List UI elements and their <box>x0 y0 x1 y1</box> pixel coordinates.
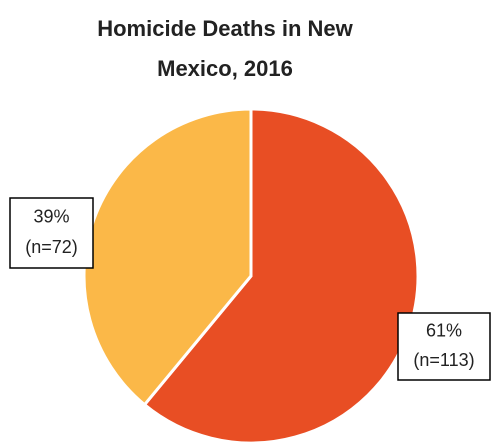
count-label: (n=113) <box>413 350 474 370</box>
data-label: 61% <box>426 321 462 341</box>
pie-slice <box>82 107 253 407</box>
label-box <box>9 197 94 269</box>
chart-title: Mexico, 2016 <box>157 56 293 81</box>
chart-title: Homicide Deaths in New <box>97 16 353 41</box>
count-label: (n=72) <box>25 237 78 257</box>
label-box <box>397 312 491 381</box>
data-label: 39% <box>33 206 69 226</box>
